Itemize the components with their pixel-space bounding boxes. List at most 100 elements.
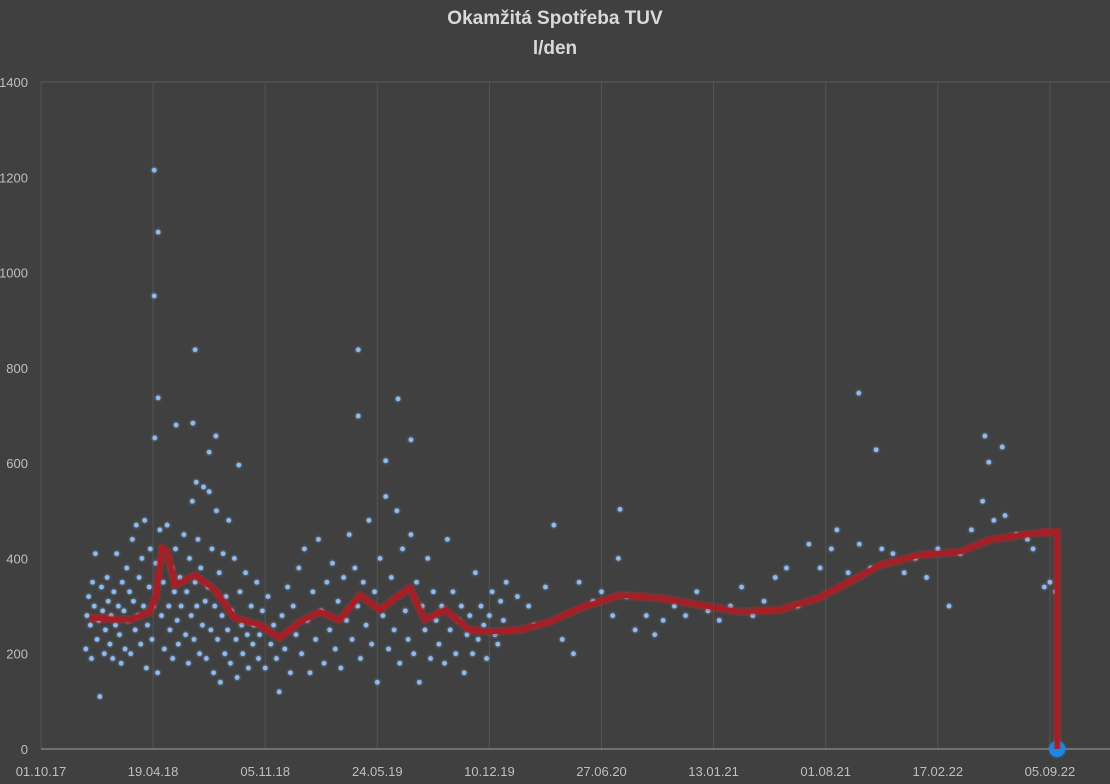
data-point [244,632,250,637]
data-point [302,546,307,552]
data-point [93,551,98,556]
y-tick-label: 1200 [0,170,28,185]
data-point [986,459,992,465]
data-point [616,556,621,561]
data-point [172,589,177,595]
data-point [219,613,225,618]
data-point [188,613,194,618]
chart-title: Okamžitá Spotřeba TUV [447,8,663,29]
data-point [543,584,548,590]
data-point [233,637,239,642]
data-point [489,589,495,595]
data-point [935,546,941,552]
data-point [144,665,149,671]
data-point [149,637,155,642]
x-tick-label: 27.06.20 [576,764,627,779]
data-point [450,589,456,595]
data-point [201,484,206,490]
data-point [183,632,188,637]
data-point [190,420,196,426]
data-point [155,229,161,235]
x-tick-label: 01.10.17 [16,764,67,779]
data-point [276,689,282,695]
data-point [178,603,184,609]
data-point [660,618,666,623]
data-point [355,347,361,353]
data-point [761,599,767,604]
data-point [200,622,205,628]
data-point [433,618,439,623]
data-point [130,537,135,542]
data-point [254,579,260,585]
data-point [239,622,244,628]
y-tick-label: 1400 [0,75,28,90]
data-point [321,660,327,666]
data-point [83,646,89,652]
data-point [716,618,722,623]
data-point [136,575,142,580]
data-point [478,603,484,609]
data-point [355,603,360,609]
data-point [425,556,431,561]
data-point [197,651,202,657]
data-point [88,622,93,628]
data-point [299,651,304,657]
data-point [194,603,200,609]
data-point [439,603,445,609]
data-point [599,589,604,595]
data-point [377,556,383,561]
data-point [162,646,167,652]
y-tick-label: 400 [6,551,28,566]
data-point [146,584,152,590]
data-point [442,660,447,666]
data-point [209,546,215,552]
data-point [372,589,377,595]
data-point [174,618,180,623]
data-point [411,651,417,657]
data-point [181,532,187,537]
data-point [834,527,840,533]
data-point [184,589,190,595]
data-point [559,637,565,642]
data-point [97,694,103,699]
data-point [147,546,153,552]
data-point [475,637,481,642]
data-point [772,575,778,580]
data-point [610,613,616,618]
data-point [879,546,885,552]
y-tick-label: 0 [21,742,28,757]
data-point [164,522,170,528]
data-point [672,603,677,609]
data-point [111,589,117,595]
x-tick-label: 10.12.19 [464,764,515,779]
data-point [705,608,711,614]
data-point [445,537,450,542]
data-point [346,532,352,537]
data-point [394,508,400,514]
data-point [980,498,985,504]
data-point [262,665,268,671]
data-point [145,622,150,628]
data-point [206,489,212,495]
data-point [417,680,422,685]
data-point [271,622,276,628]
data-point [142,518,147,523]
data-point [91,603,97,609]
data-point [470,651,475,657]
data-point [206,449,212,455]
data-point [694,589,700,595]
data-point [176,641,181,647]
data-point [211,670,216,676]
data-point [131,599,136,604]
data-point [515,594,520,599]
data-point [190,498,195,504]
data-point [166,603,172,609]
data-point [459,603,464,609]
data-point [90,579,95,585]
data-point [617,507,623,512]
data-point [155,670,160,676]
data-point [991,518,997,523]
data-point [293,632,299,637]
data-point [187,556,192,561]
data-point [845,570,851,576]
